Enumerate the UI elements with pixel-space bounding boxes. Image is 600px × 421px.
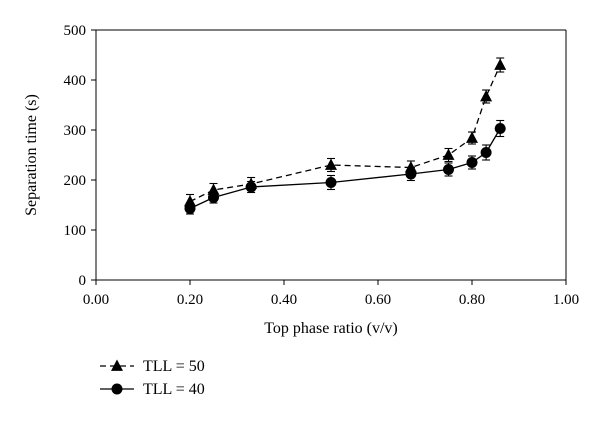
legend-label: TLL = 40: [143, 381, 205, 398]
y-tick-label: 400: [64, 73, 87, 89]
x-axis-title: Top phase ratio (v/v): [264, 320, 398, 337]
data-point: [494, 123, 506, 134]
legend-label: TLL = 50: [143, 358, 205, 375]
y-tick-label: 100: [64, 223, 87, 239]
data-point: [325, 158, 337, 170]
data-point: [443, 164, 454, 175]
series-line: [189, 64, 501, 203]
x-tick-label: 0.00: [83, 292, 109, 308]
data-point: [325, 177, 337, 188]
ticks: 0.00 0.20 0.40 0.60 0.80 1.00 0 100 200 300 400 500: [64, 23, 580, 308]
x-tick-label: 0.20: [177, 292, 203, 308]
x-tick-label: 0.60: [365, 292, 391, 308]
y-tick-label: 500: [64, 23, 87, 39]
data-point: [494, 58, 507, 70]
data-point: [245, 181, 257, 193]
series-2: [184, 119, 506, 215]
x-tick-label: 1.00: [553, 292, 579, 308]
data-point: [466, 131, 478, 143]
legend: TLL = 50 TLL = 40: [100, 358, 205, 398]
legend-marker: [111, 383, 123, 395]
data-point: [208, 192, 219, 203]
y-axis-title: Separation time (s): [23, 94, 40, 216]
y-tick-label: 200: [64, 173, 87, 189]
x-tick-label: 0.40: [271, 292, 297, 308]
data-point: [184, 203, 196, 214]
data-point: [442, 148, 455, 160]
data-point: [480, 90, 493, 102]
data-point: [480, 147, 492, 158]
y-tick-label: 300: [64, 123, 87, 139]
y-tick-label: 0: [79, 273, 87, 289]
x-tick-label: 0.80: [459, 292, 485, 308]
series-1: [184, 57, 507, 210]
plot-area: [184, 57, 507, 215]
legend-marker: [111, 359, 123, 371]
axes: [95, 29, 567, 281]
data-point: [405, 168, 417, 180]
data-point: [466, 157, 478, 168]
